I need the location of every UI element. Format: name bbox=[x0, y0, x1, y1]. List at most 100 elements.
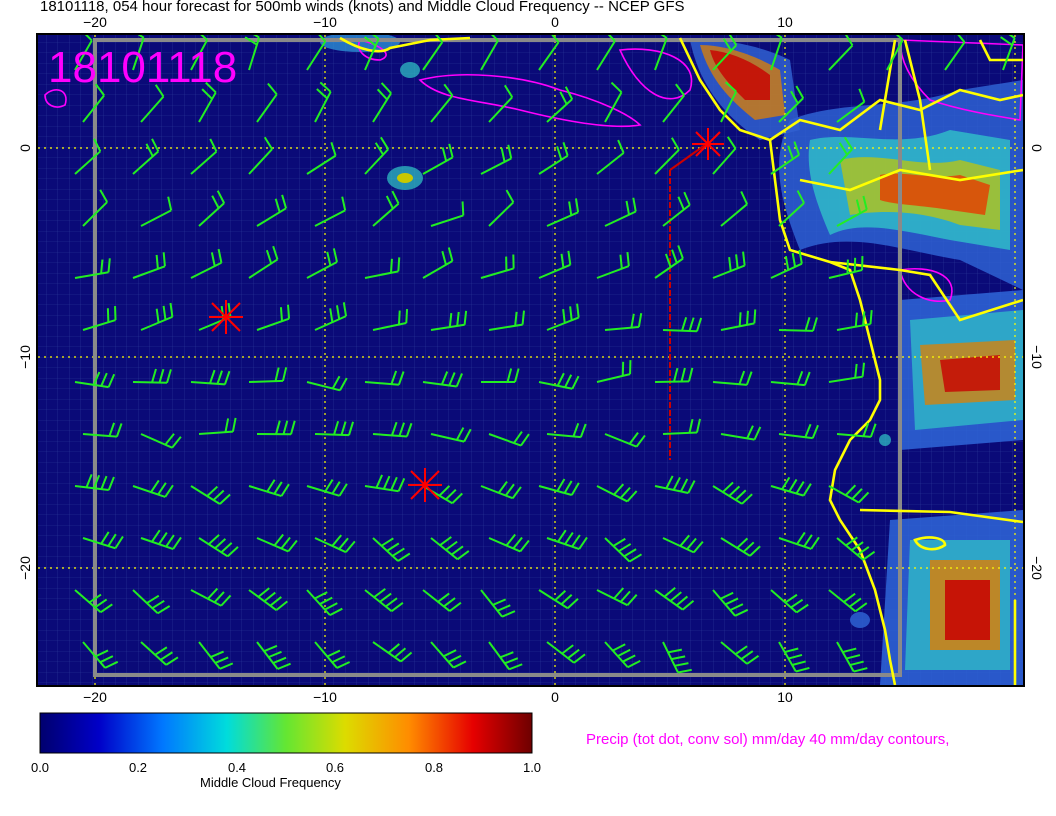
wind-barb bbox=[74, 589, 113, 614]
wind-barb bbox=[770, 141, 800, 175]
wind-barb bbox=[654, 35, 668, 71]
lon-tick-bottom: −20 bbox=[83, 689, 107, 705]
wind-barb bbox=[430, 83, 454, 123]
wind-barb bbox=[488, 189, 515, 227]
colorbar-tick: 0.8 bbox=[424, 760, 444, 775]
wind-barb bbox=[256, 82, 278, 123]
wind-barb bbox=[770, 370, 811, 387]
lat-tick-right: −20 bbox=[1029, 556, 1045, 580]
wind-barb bbox=[604, 312, 643, 331]
marker-asterisk-2 bbox=[408, 468, 442, 502]
wind-barb bbox=[480, 254, 515, 279]
wind-barb bbox=[828, 484, 870, 504]
wind-barb bbox=[140, 84, 165, 123]
wind-barb bbox=[256, 641, 291, 670]
wind-barb bbox=[712, 136, 737, 175]
wind-barb bbox=[886, 35, 904, 71]
wind-barb bbox=[712, 35, 738, 71]
wind-barb bbox=[248, 367, 288, 383]
wind-barb bbox=[306, 248, 338, 279]
wind-barb bbox=[720, 641, 760, 665]
wind-barb bbox=[372, 641, 413, 663]
wind-barb bbox=[770, 249, 803, 279]
wind-barbs bbox=[74, 35, 1016, 674]
wind-barb bbox=[74, 474, 115, 492]
wind-barb bbox=[198, 190, 226, 227]
colorbar-tick: 0.2 bbox=[128, 760, 148, 775]
wind-barb bbox=[74, 138, 102, 175]
wind-barb bbox=[364, 35, 380, 71]
lon-tick-top: 10 bbox=[777, 14, 793, 30]
lon-tick-top: 0 bbox=[551, 14, 559, 30]
wind-barb bbox=[190, 485, 231, 505]
track-segment bbox=[669, 144, 706, 171]
wind-barb bbox=[778, 190, 805, 227]
wind-barb bbox=[712, 589, 749, 617]
wind-barb bbox=[364, 474, 406, 493]
wind-barb bbox=[778, 641, 810, 673]
wind-barb bbox=[604, 81, 623, 123]
wind-barb bbox=[244, 35, 261, 71]
wind-barb bbox=[720, 537, 761, 557]
wind-barb bbox=[364, 370, 405, 386]
wind-barb bbox=[372, 309, 409, 331]
lat-tick-left: −20 bbox=[17, 556, 33, 580]
wind-barb bbox=[372, 190, 400, 227]
wind-barb bbox=[198, 641, 234, 670]
wind-barb bbox=[314, 534, 356, 554]
lon-tick-top: −20 bbox=[83, 14, 107, 30]
wind-barb bbox=[778, 317, 818, 332]
wind-barb bbox=[314, 420, 355, 437]
wind-barb bbox=[372, 82, 392, 123]
wind-barb bbox=[604, 432, 646, 448]
wind-barb bbox=[82, 189, 108, 227]
wind-barb bbox=[720, 425, 762, 441]
wind-barb bbox=[488, 310, 525, 331]
wind-barb bbox=[596, 360, 632, 383]
wind-barb bbox=[596, 35, 616, 71]
wind-barb bbox=[546, 422, 587, 439]
colorbar-tick: 0.6 bbox=[325, 760, 345, 775]
wind-barb bbox=[778, 531, 820, 550]
wind-barb bbox=[488, 430, 530, 447]
wind-barb bbox=[140, 529, 182, 551]
wind-barb bbox=[132, 479, 174, 498]
wind-barb bbox=[422, 371, 463, 388]
wind-barb bbox=[248, 136, 274, 175]
wind-barb bbox=[770, 35, 783, 71]
wind-barb bbox=[546, 86, 574, 123]
wind-barb bbox=[140, 433, 182, 449]
wind-barb bbox=[662, 534, 704, 554]
wind-barb bbox=[190, 369, 231, 386]
lat-tick-left: 0 bbox=[17, 144, 33, 152]
wind-barb bbox=[132, 589, 171, 615]
wind-barb bbox=[364, 588, 404, 612]
wind-barb bbox=[604, 641, 641, 669]
wind-barb bbox=[720, 309, 757, 331]
wind-barb bbox=[828, 256, 864, 279]
wind-barb bbox=[836, 310, 873, 331]
wind-barb bbox=[480, 35, 499, 71]
wind-barb bbox=[654, 475, 696, 494]
lat-tick-right: 0 bbox=[1029, 144, 1045, 152]
wind-barb bbox=[712, 370, 753, 386]
wind-barb bbox=[480, 368, 520, 384]
wind-barb bbox=[488, 84, 514, 123]
wind-barb bbox=[256, 420, 296, 436]
wind-barb bbox=[778, 423, 819, 440]
wind-barb bbox=[480, 144, 513, 175]
wind-barb bbox=[422, 35, 444, 71]
wind-barb bbox=[712, 481, 753, 505]
wind-barb bbox=[488, 533, 530, 553]
wind-barb bbox=[596, 139, 625, 175]
wind-barb bbox=[422, 143, 454, 175]
wind-barb bbox=[314, 641, 351, 669]
wind-barb bbox=[248, 479, 290, 497]
wind-barb bbox=[836, 195, 868, 227]
colorbar-tick: 1.0 bbox=[522, 760, 542, 775]
marker-asterisk-1 bbox=[209, 300, 243, 334]
wind-barb bbox=[74, 371, 116, 389]
marker-asterisk-3 bbox=[692, 128, 724, 160]
wind-barb bbox=[538, 35, 560, 71]
